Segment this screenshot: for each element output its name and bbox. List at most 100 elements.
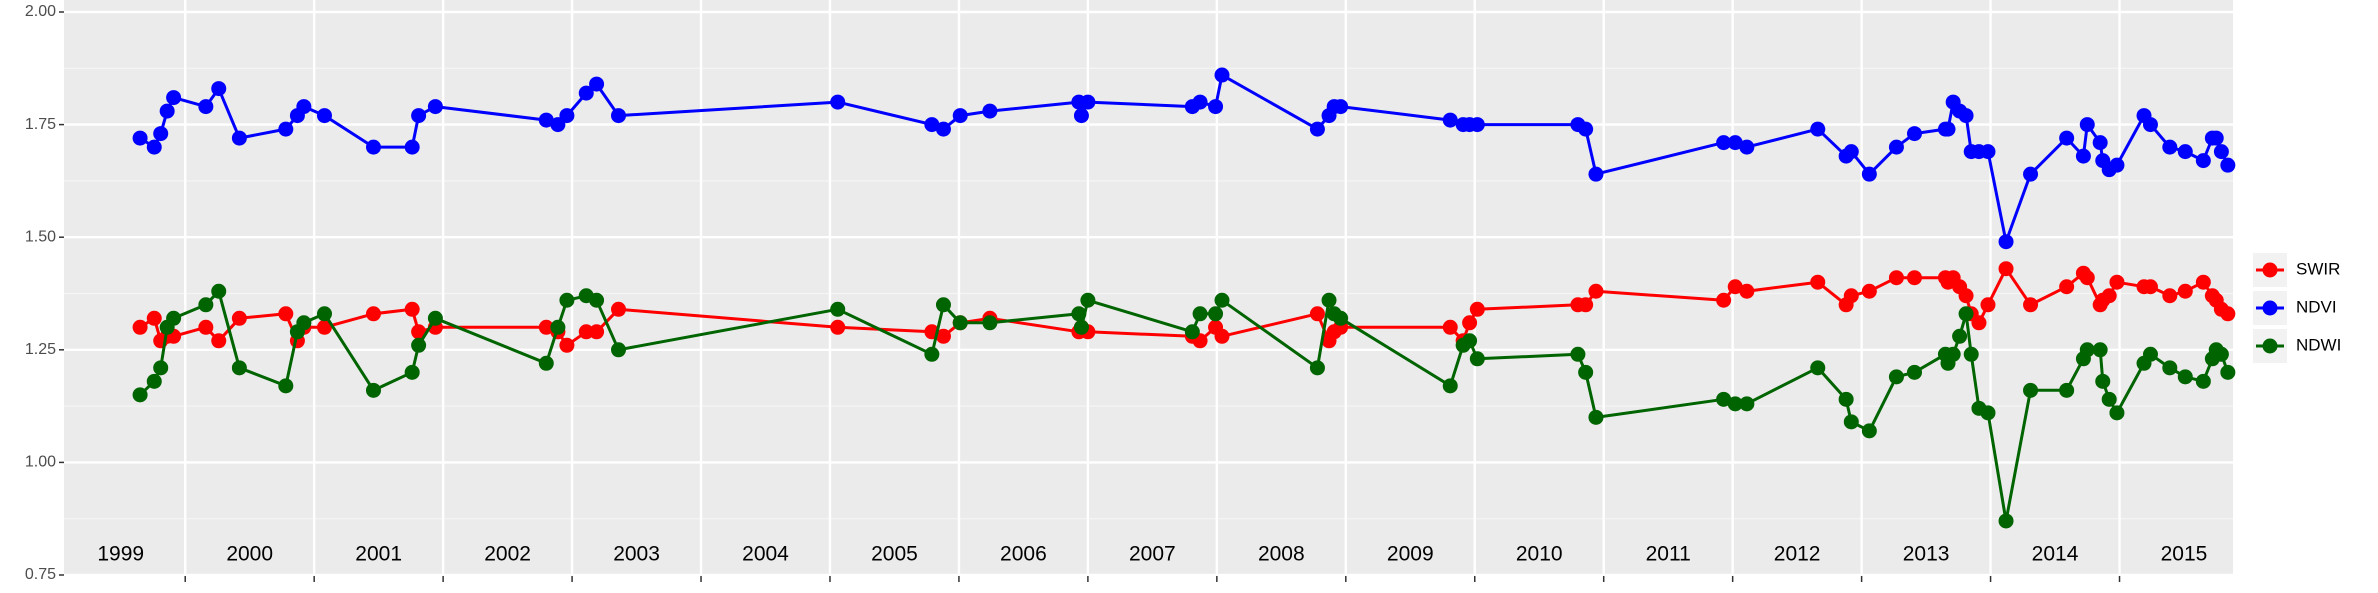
data-point — [982, 315, 998, 331]
data-point — [166, 310, 182, 326]
data-point — [935, 297, 951, 313]
x-tick-label: 2010 — [1516, 543, 1563, 566]
data-point — [2023, 382, 2039, 398]
data-point — [538, 355, 554, 371]
data-point — [365, 382, 381, 398]
legend-point — [2262, 338, 2278, 354]
data-point — [1469, 351, 1485, 367]
data-point — [427, 99, 443, 115]
data-point — [589, 76, 605, 92]
data-point — [1588, 409, 1604, 425]
data-point — [589, 324, 605, 340]
data-point — [1727, 279, 1743, 295]
data-point — [2075, 148, 2091, 164]
data-point — [404, 139, 420, 155]
data-point — [146, 310, 162, 326]
data-point — [559, 337, 575, 353]
data-point — [1333, 99, 1349, 115]
data-point — [1333, 310, 1349, 326]
data-point — [2023, 166, 2039, 182]
data-point — [1980, 144, 1996, 160]
data-point — [1739, 139, 1755, 155]
data-point — [1214, 67, 1230, 83]
data-point — [1214, 328, 1230, 344]
data-point — [2195, 274, 2211, 290]
data-point — [316, 319, 332, 335]
data-point — [538, 319, 554, 335]
data-point — [404, 301, 420, 317]
data-point — [2059, 130, 2075, 146]
data-point — [1958, 288, 1974, 304]
data-point — [2142, 279, 2158, 295]
data-point — [1442, 319, 1458, 335]
data-point — [1739, 283, 1755, 299]
data-point — [924, 117, 940, 133]
data-point — [1861, 423, 1877, 439]
legend-label: SWIR — [2296, 259, 2340, 278]
x-tick-label: 2005 — [871, 543, 918, 566]
y-tick-label: 2.00 — [25, 3, 56, 20]
data-point — [1971, 315, 1987, 331]
data-point — [198, 319, 214, 335]
data-point — [2142, 117, 2158, 133]
data-point — [2195, 373, 2211, 389]
y-tick-label: 1.25 — [25, 341, 56, 358]
data-point — [316, 108, 332, 124]
data-point — [538, 112, 554, 128]
data-point — [2142, 346, 2158, 362]
data-point — [231, 310, 247, 326]
x-tick-label: 2012 — [1774, 543, 1821, 566]
data-point — [2079, 342, 2095, 358]
data-point — [1739, 396, 1755, 412]
data-point — [1980, 297, 1996, 313]
data-point — [278, 306, 294, 322]
data-point — [278, 378, 294, 394]
data-point — [1588, 166, 1604, 182]
data-point — [2162, 288, 2178, 304]
data-point — [2109, 405, 2125, 421]
data-point — [2162, 360, 2178, 376]
data-point — [1578, 364, 1594, 380]
data-point — [1963, 346, 1979, 362]
data-point — [211, 333, 227, 349]
x-tick-label: 2009 — [1387, 543, 1434, 566]
x-tick-label: 2002 — [484, 543, 531, 566]
data-point — [830, 94, 846, 110]
legend-label: NDVI — [2296, 297, 2337, 316]
data-point — [550, 319, 566, 335]
data-point — [1843, 414, 1859, 430]
data-point — [365, 306, 381, 322]
data-point — [2095, 373, 2111, 389]
data-point — [1940, 121, 1956, 137]
data-point — [1073, 108, 1089, 124]
data-point — [146, 373, 162, 389]
data-point — [1309, 306, 1325, 322]
data-point — [2220, 306, 2236, 322]
data-point — [1716, 292, 1732, 308]
data-point — [1843, 288, 1859, 304]
data-point — [1570, 346, 1586, 362]
plot-panel — [64, 0, 2233, 576]
data-point — [231, 360, 247, 376]
data-point — [1309, 121, 1325, 137]
data-point — [589, 292, 605, 308]
data-point — [935, 121, 951, 137]
data-point — [2059, 382, 2075, 398]
data-point — [2059, 279, 2075, 295]
data-point — [1462, 315, 1478, 331]
data-point — [1214, 292, 1230, 308]
x-tick-label: 1999 — [97, 543, 144, 566]
data-point — [427, 310, 443, 326]
data-point — [1073, 319, 1089, 335]
data-point — [1716, 391, 1732, 407]
data-point — [132, 130, 148, 146]
data-point — [1192, 306, 1208, 322]
data-point — [935, 328, 951, 344]
data-point — [166, 90, 182, 106]
data-point — [1080, 292, 1096, 308]
data-point — [1888, 270, 1904, 286]
data-point — [1309, 360, 1325, 376]
data-point — [132, 387, 148, 403]
data-point — [146, 139, 162, 155]
data-point — [2109, 157, 2125, 173]
